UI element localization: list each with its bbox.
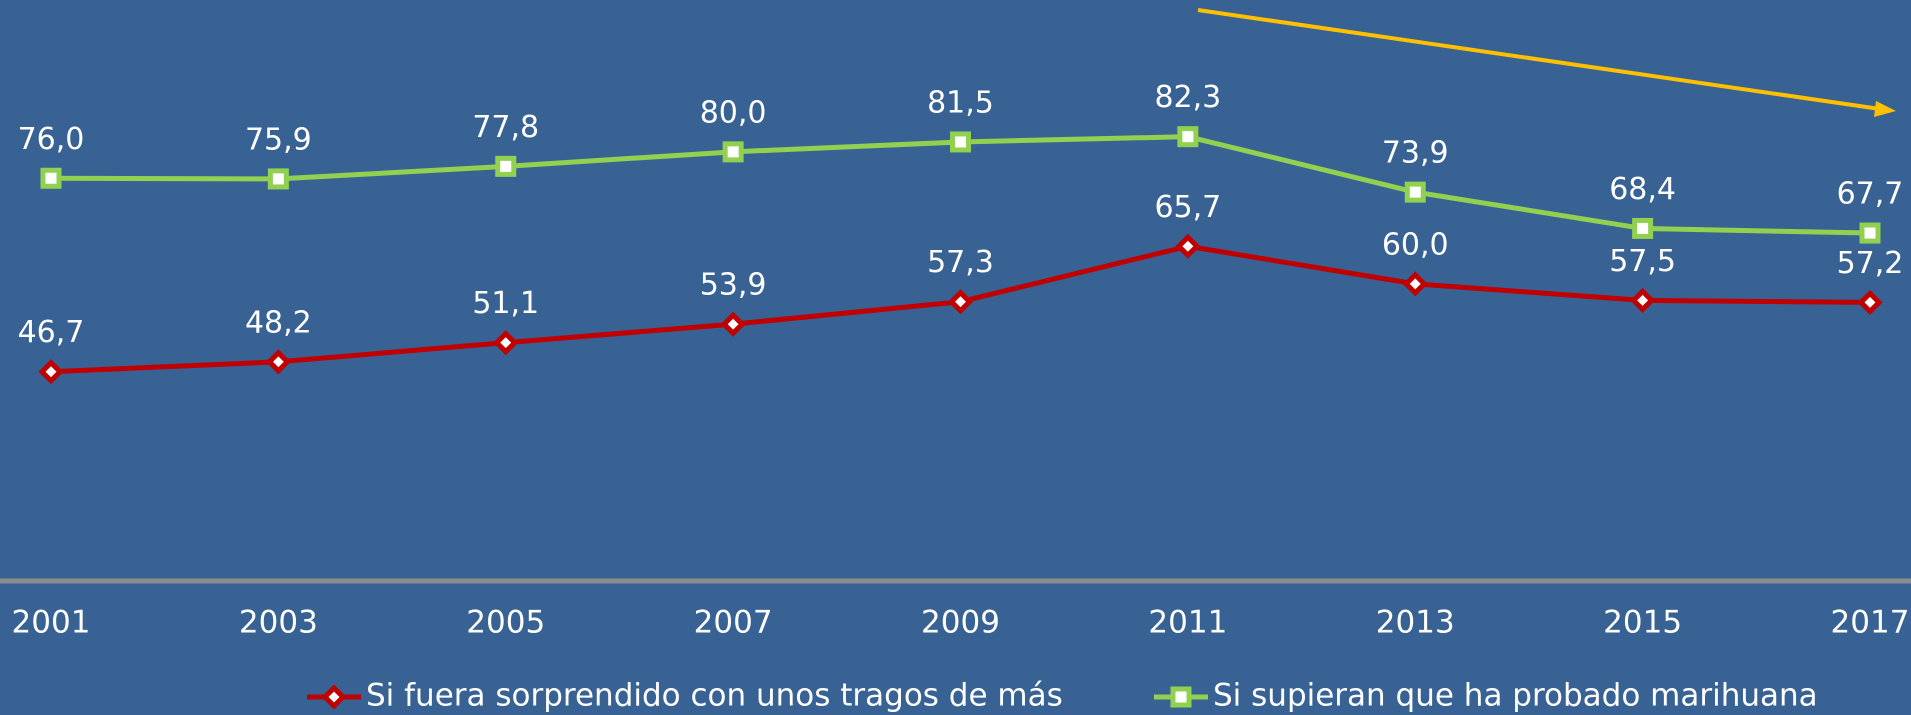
data-label: 67,7 [1837, 177, 1904, 212]
data-label: 77,8 [472, 110, 539, 145]
data-label: 46,7 [18, 315, 85, 350]
point-marker [1170, 686, 1192, 708]
point-marker [1404, 181, 1426, 203]
point-marker [321, 684, 347, 710]
point-marker [1859, 222, 1881, 244]
point-marker [722, 141, 744, 163]
legend-label: Si fuera sorprendido con unos tragos de … [366, 678, 1063, 714]
point-marker [265, 349, 291, 375]
data-label: 82,3 [1154, 80, 1221, 115]
x-tick-label: 2017 [1831, 605, 1910, 641]
data-label: 53,9 [700, 268, 767, 303]
point-marker [40, 167, 62, 189]
point-marker [950, 131, 971, 153]
point-marker [1175, 233, 1201, 259]
point-marker [1632, 217, 1654, 239]
data-label: 57,2 [1837, 246, 1904, 281]
data-label: 60,0 [1382, 227, 1449, 262]
data-label: 65,7 [1154, 190, 1221, 225]
point-marker [493, 330, 519, 356]
x-tick-label: 2005 [466, 605, 545, 641]
point-marker [267, 168, 289, 190]
data-label: 68,4 [1609, 172, 1676, 207]
x-tick-label: 2003 [239, 605, 318, 641]
trend-arrow [1197, 8, 1896, 117]
data-label: 81,5 [927, 85, 994, 120]
x-tick-label: 2011 [1148, 605, 1227, 641]
legend-label: Si supieran que ha probado marihuana [1213, 678, 1818, 714]
x-tick-label: 2001 [12, 605, 91, 641]
point-marker [720, 311, 746, 337]
data-label: 51,1 [472, 286, 539, 321]
point-marker [947, 289, 974, 315]
point-marker [1402, 271, 1428, 297]
x-tick-label: 2007 [694, 605, 773, 641]
point-marker [38, 359, 64, 385]
data-label: 80,0 [700, 95, 767, 130]
data-label: 48,2 [245, 305, 312, 340]
x-tick-label: 2015 [1603, 605, 1682, 641]
point-marker [1177, 126, 1199, 148]
x-tick-label: 2009 [921, 605, 1000, 641]
data-label: 73,9 [1382, 136, 1449, 171]
point-marker [1857, 289, 1883, 315]
point-marker [495, 155, 517, 177]
data-label: 57,5 [1609, 244, 1676, 279]
data-label: 76,0 [18, 122, 85, 157]
data-label: 75,9 [245, 122, 312, 157]
point-marker [1630, 287, 1656, 313]
x-tick-label: 2013 [1376, 605, 1455, 641]
data-label: 57,3 [927, 245, 994, 280]
